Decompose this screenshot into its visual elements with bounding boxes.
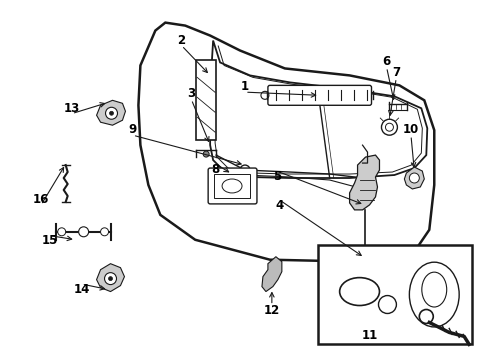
- Text: 6: 6: [382, 55, 391, 68]
- Bar: [196, 60, 216, 140]
- Text: 12: 12: [264, 305, 280, 318]
- Bar: [214, 174, 250, 198]
- Circle shape: [78, 227, 89, 237]
- Text: 15: 15: [42, 234, 58, 247]
- Circle shape: [110, 111, 114, 115]
- Polygon shape: [262, 257, 282, 292]
- Polygon shape: [404, 167, 424, 189]
- Text: 8: 8: [212, 163, 220, 176]
- Polygon shape: [349, 155, 379, 210]
- Circle shape: [100, 228, 108, 236]
- Bar: [358, 251, 377, 265]
- Text: 7: 7: [392, 66, 400, 79]
- Circle shape: [105, 107, 118, 119]
- Text: 4: 4: [275, 199, 283, 212]
- Text: 16: 16: [33, 193, 49, 206]
- Circle shape: [203, 151, 209, 157]
- Text: 13: 13: [64, 102, 80, 115]
- Text: 5: 5: [272, 170, 281, 183]
- Text: 9: 9: [128, 123, 137, 136]
- Polygon shape: [97, 264, 124, 292]
- Text: 11: 11: [361, 329, 378, 342]
- Text: 3: 3: [187, 87, 196, 100]
- Circle shape: [104, 273, 117, 285]
- Circle shape: [409, 173, 419, 183]
- Circle shape: [58, 228, 66, 236]
- Polygon shape: [97, 100, 125, 125]
- FancyBboxPatch shape: [208, 168, 257, 204]
- Text: 2: 2: [177, 33, 186, 47]
- Text: 1: 1: [241, 80, 249, 93]
- Circle shape: [108, 276, 113, 280]
- Bar: [318, 245, 472, 345]
- Text: 10: 10: [403, 123, 419, 136]
- FancyBboxPatch shape: [268, 85, 371, 105]
- Text: 14: 14: [74, 283, 90, 296]
